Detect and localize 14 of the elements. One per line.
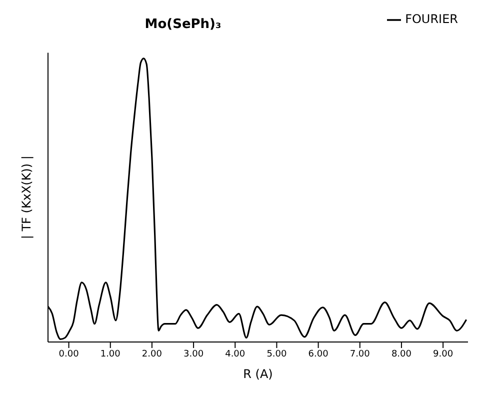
chart-title: Mo(SePh)₃ xyxy=(144,17,222,32)
x-tick-label: 4.00 xyxy=(225,349,246,360)
x-tick-label: 3.00 xyxy=(184,349,204,360)
x-tick-label: 1.00 xyxy=(100,349,121,360)
x-tick-label: 5.00 xyxy=(266,349,287,360)
x-tick-label: 8.00 xyxy=(391,349,412,360)
x-axis-title: R (A) xyxy=(243,367,273,381)
x-tick-label: 6.00 xyxy=(308,349,329,360)
legend-label: FOURIER xyxy=(405,12,458,26)
x-tick-label: 0.00 xyxy=(58,349,80,360)
x-tick-label: 2.00 xyxy=(142,349,162,360)
y-axis-title: | TF (KxX(K)) | xyxy=(19,156,34,240)
x-tick-label: 7.00 xyxy=(350,349,370,360)
x-tick-label: 9.00 xyxy=(433,349,454,360)
